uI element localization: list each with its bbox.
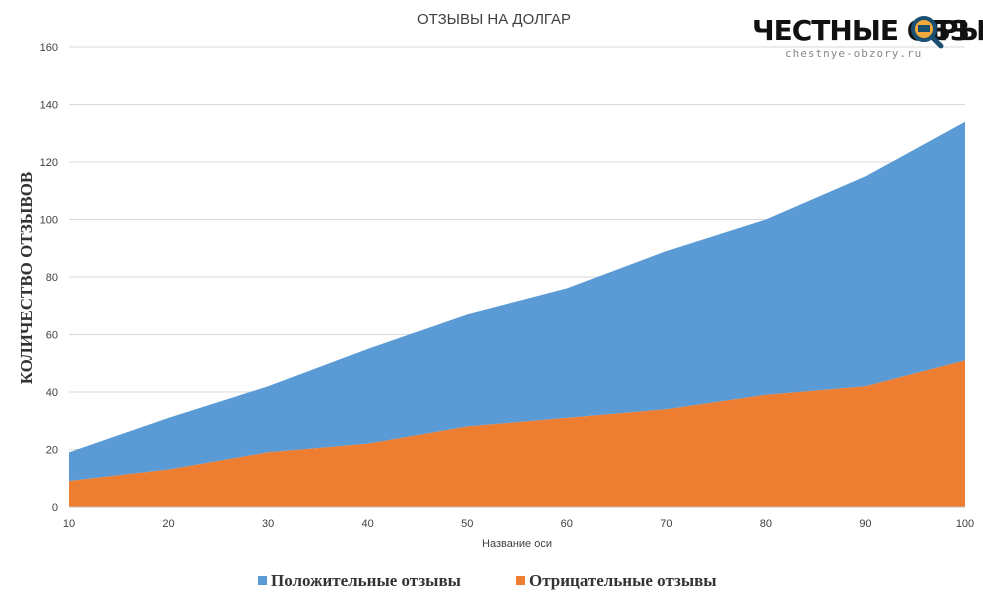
y-tick-label: 120 xyxy=(40,157,58,169)
y-tick-label: 80 xyxy=(46,272,58,284)
legend-swatch-negative xyxy=(516,576,525,585)
x-tick-label: 90 xyxy=(859,518,871,530)
y-axis-ticks: 0 20 40 60 80 100 120 140 160 xyxy=(40,42,58,514)
x-tick-label: 100 xyxy=(956,518,974,530)
x-tick-label: 70 xyxy=(660,518,672,530)
legend-label-positive: Положительные отзывы xyxy=(271,571,461,590)
x-tick-label: 40 xyxy=(362,518,374,530)
legend-swatch-positive xyxy=(258,576,267,585)
area-series-1 xyxy=(69,360,965,507)
y-axis-label: КОЛИЧЕСТВО ОТЗЫВОВ xyxy=(17,172,36,385)
x-tick-label: 80 xyxy=(760,518,772,530)
legend-label-negative: Отрицательные отзывы xyxy=(529,571,717,590)
x-tick-label: 60 xyxy=(561,518,573,530)
y-tick-label: 20 xyxy=(46,445,58,457)
y-tick-label: 40 xyxy=(46,387,58,399)
chart-title: ОТЗЫВЫ НА ДОЛГАР xyxy=(417,11,571,28)
magnifier-icon xyxy=(911,16,944,49)
y-tick-label: 100 xyxy=(40,215,58,227)
y-tick-label: 0 xyxy=(52,502,58,514)
logo-text-right: РЫ xyxy=(938,14,983,47)
y-tick-label: 60 xyxy=(46,330,58,342)
y-tick-label: 160 xyxy=(40,42,58,54)
x-tick-label: 30 xyxy=(262,518,274,530)
logo-url: chestnye-obzory.ru xyxy=(785,47,922,60)
legend: Положительные отзывы Отрицательные отзыв… xyxy=(258,571,717,590)
x-axis-ticks: 10 20 30 40 50 60 70 80 90 100 xyxy=(63,518,974,530)
x-axis-label: Название оси xyxy=(482,538,552,550)
chart-areas xyxy=(69,121,965,507)
x-tick-label: 20 xyxy=(162,518,174,530)
watermark-logo: ЧЕСТНЫЕ ОБЗ РЫ chestnye-obzory.ru xyxy=(752,14,983,60)
x-tick-label: 50 xyxy=(461,518,473,530)
x-tick-label: 10 xyxy=(63,518,75,530)
y-tick-label: 140 xyxy=(40,100,58,112)
area-series-0 xyxy=(69,121,965,482)
